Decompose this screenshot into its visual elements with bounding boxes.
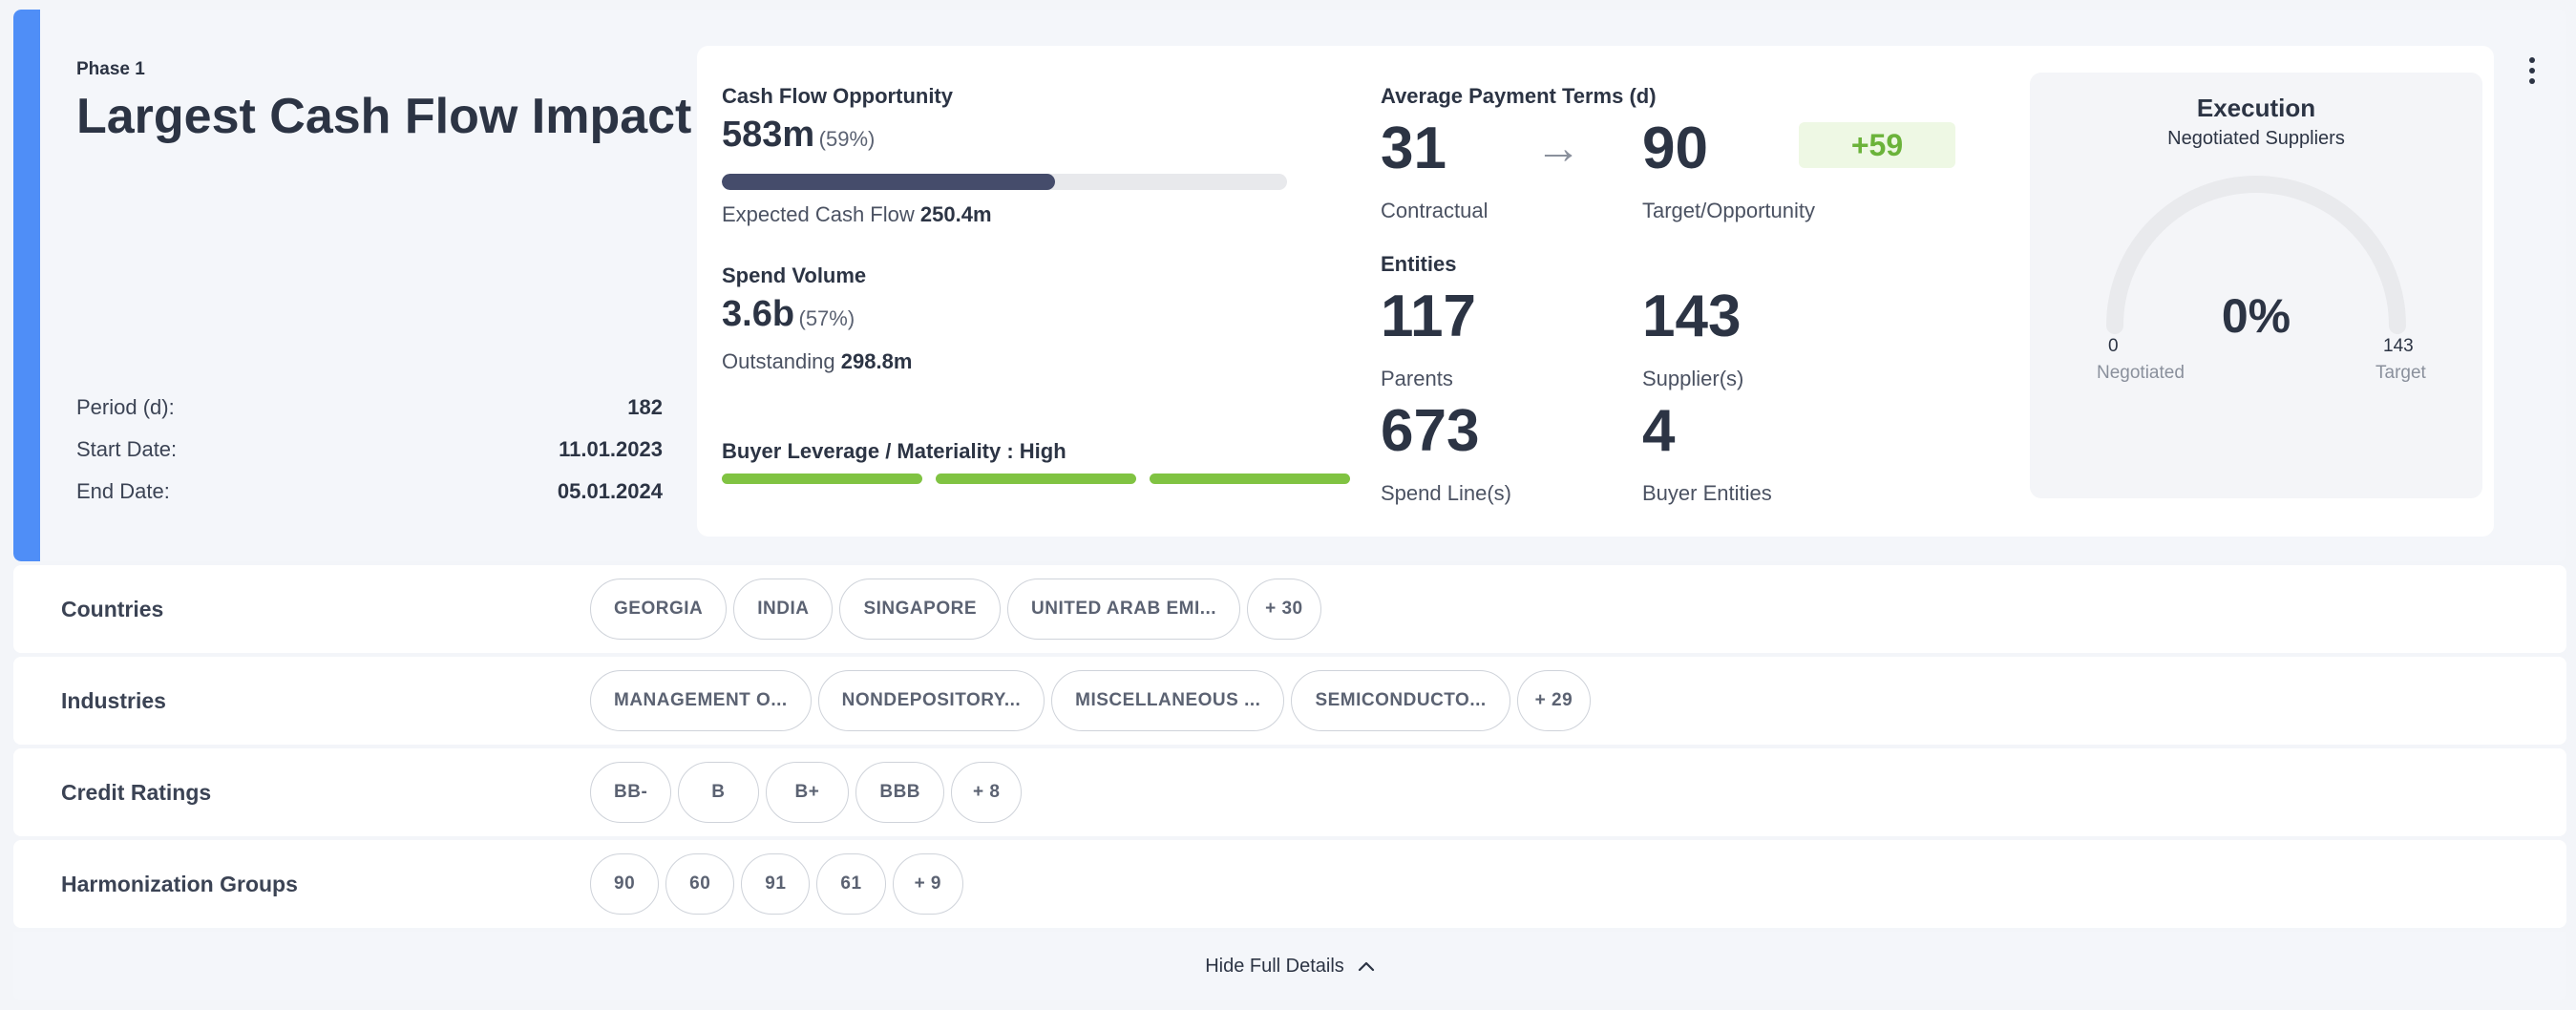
contractual-label: Contractual [1381,199,1489,222]
credit-ratings-row: Credit Ratings BB- B B+ BBB + 8 [13,748,2566,836]
spend-volume-value-group: 3.6b (57%) [722,294,855,335]
period-label: Period (d): [76,395,175,419]
harmonization-row: Harmonization Groups 90 60 91 61 + 9 [13,840,2566,928]
expected-cash-flow-label: Expected Cash Flow [722,202,915,226]
execution-title: Execution [2196,94,2316,122]
expected-cash-flow-value: 250.4m [919,202,992,226]
start-date-row: Start Date: 11.01.2023 [76,437,663,462]
gauge-min-value: 0 [2108,336,2119,356]
buyer-leverage-label: Buyer Leverage / Materiality : High [722,439,1066,463]
countries-row: Countries GEORGIA INDIA SINGAPORE UNITED… [13,565,2566,653]
group-chip[interactable]: 61 [816,853,886,915]
spend-lines-value: 673 [1381,398,1480,464]
outstanding-value: 298.8m [840,349,913,373]
industry-chip[interactable]: MISCELLANEOUS ... [1051,670,1285,731]
country-chip[interactable]: GEORGIA [590,579,728,640]
group-chip[interactable]: 91 [741,853,811,915]
countries-more-chip[interactable]: + 30 [1247,579,1321,640]
harmonization-chips: 90 60 91 61 + 9 [590,853,964,915]
group-chip[interactable]: 90 [590,853,660,915]
outstanding: Outstanding 298.8m [722,349,912,374]
gauge-min-label: Negotiated [2097,363,2185,383]
start-date-value: 11.01.2023 [559,437,663,461]
industries-more-chip[interactable]: + 29 [1516,670,1592,731]
execution-gauge [2106,176,2406,334]
cash-flow-value: 583m [722,115,815,155]
rating-chip[interactable]: B+ [765,762,850,823]
industries-row: Industries MANAGEMENT O... NONDEPOSITORY… [13,657,2566,745]
spend-volume-label: Spend Volume [722,263,867,287]
cash-flow-percent: (59%) [818,127,876,151]
group-chip[interactable]: 60 [665,853,735,915]
credit-ratings-label: Credit Ratings [61,780,212,805]
buyer-entities-label: Buyer Entities [1642,481,1772,505]
industries-label: Industries [61,688,166,713]
rating-chip[interactable]: BBB [855,762,945,823]
suppliers-value: 143 [1642,284,1742,349]
cash-flow-progress [722,174,1287,190]
phase-title: Largest Cash Flow Impact [76,89,692,144]
industries-chips: MANAGEMENT O... NONDEPOSITORY... MISCELL… [590,670,1592,731]
chevron-up-icon [1358,961,1374,972]
spend-lines-label: Spend Line(s) [1381,481,1511,505]
hide-full-details-label: Hide Full Details [1205,955,1344,977]
country-chip[interactable]: SINGAPORE [839,579,1001,640]
spend-volume-value: 3.6b [722,294,795,334]
credit-ratings-chips: BB- B B+ BBB + 8 [590,762,1023,823]
payment-terms-label: Average Payment Terms (d) [1381,84,1657,108]
gauge-max-label: Target [2375,363,2426,383]
outstanding-label: Outstanding [722,349,835,373]
rating-chip[interactable]: BB- [590,762,672,823]
arrow-right-icon: → [1535,123,1581,174]
end-date-row: End Date: 05.01.2024 [76,479,663,504]
leverage-segment-1 [722,473,922,484]
period-value: 182 [627,395,663,419]
industry-chip[interactable]: NONDEPOSITORY... [817,670,1045,731]
industry-chip[interactable]: MANAGEMENT O... [590,670,812,731]
countries-chips: GEORGIA INDIA SINGAPORE UNITED ARAB EMI.… [590,579,1321,640]
parents-label: Parents [1381,367,1453,390]
countries-label: Countries [61,597,164,621]
credit-ratings-more-chip[interactable]: + 8 [951,762,1023,823]
cash-flow-progress-fill [722,174,1056,190]
hide-full-details-button[interactable]: Hide Full Details [13,932,2566,1000]
start-date-label: Start Date: [76,437,178,461]
gauge-max-value: 143 [2383,336,2414,356]
more-options-icon[interactable] [2521,52,2544,90]
contractual-value: 31 [1381,116,1446,181]
cash-flow-value-group: 583m (59%) [722,115,875,156]
metrics-panel: Cash Flow Opportunity 583m (59%) Expecte… [697,46,2494,537]
spend-volume-percent: (57%) [798,306,855,330]
target-value: 90 [1642,116,1708,181]
execution-percent: 0% [2221,289,2291,343]
target-label: Target/Opportunity [1642,199,1815,222]
payment-terms-delta-badge: +59 [1799,122,1955,168]
phase-card: Phase 1 Largest Cash Flow Impact Period … [13,10,2566,561]
phase-label: Phase 1 [76,59,145,79]
execution-subtitle: Negotiated Suppliers [2167,128,2345,149]
leverage-segment-2 [936,473,1136,484]
suppliers-label: Supplier(s) [1642,367,1744,390]
gauge-track [2106,176,2406,334]
leverage-segment-3 [1150,473,1350,484]
execution-card: Execution Negotiated Suppliers 0% 0 Nego… [2030,73,2482,498]
cash-flow-label: Cash Flow Opportunity [722,84,953,108]
rating-chip[interactable]: B [678,762,759,823]
industry-chip[interactable]: SEMICONDUCTO... [1291,670,1510,731]
expected-cash-flow: Expected Cash Flow 250.4m [722,202,992,227]
harmonization-more-chip[interactable]: + 9 [892,853,964,915]
country-chip[interactable]: UNITED ARAB EMI... [1007,579,1241,640]
country-chip[interactable]: INDIA [733,579,834,640]
period-row: Period (d): 182 [76,395,663,420]
end-date-label: End Date: [76,479,170,503]
entities-label: Entities [1381,252,1457,276]
phase-accent-bar [13,10,40,561]
buyer-entities-value: 4 [1642,398,1676,464]
harmonization-label: Harmonization Groups [61,872,298,896]
end-date-value: 05.01.2024 [557,479,663,503]
parents-value: 117 [1381,284,1477,349]
